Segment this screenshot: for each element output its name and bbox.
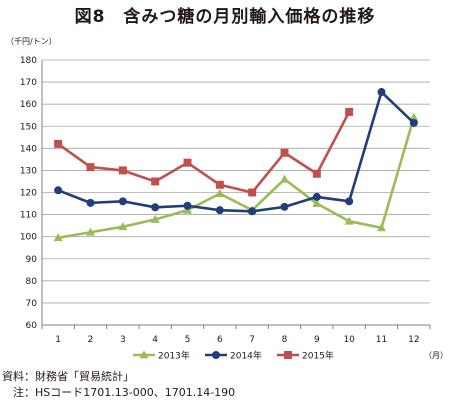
source-note: 資料：財務省「貿易統計」 注：HSコード1701.13-000、1701.14-…: [2, 369, 235, 401]
data-point: [85, 227, 96, 236]
x-axis-ticks: 1 2 3 4 5 6 7 8 9 10 11 12: [55, 335, 419, 345]
data-point: [183, 158, 192, 167]
data-point: [86, 163, 95, 172]
y-axis-unit-label: （千円/トン）: [6, 37, 57, 46]
legend-label: 2015年: [302, 350, 334, 362]
y-tick-label: 140: [20, 144, 37, 154]
data-point: [215, 180, 224, 189]
data-point: [118, 222, 128, 231]
y-tick-label: 180: [20, 56, 37, 66]
data-point: [312, 192, 321, 201]
legend-item: 2015年: [277, 350, 334, 362]
legend-item: 2013年: [133, 350, 190, 362]
data-point: [150, 214, 160, 223]
data-point: [86, 198, 95, 207]
x-tick-label: 9: [314, 335, 320, 345]
legend: 2013年 2014年 2015年: [133, 350, 334, 362]
series-line: [57, 90, 415, 213]
axes: [41, 60, 431, 329]
x-tick-label: 6: [217, 335, 223, 345]
y-tick-label: 160: [20, 100, 37, 110]
y-tick-label: 130: [20, 166, 37, 176]
data-point: [280, 148, 289, 157]
source-line: 資料：財務省「貿易統計」: [2, 370, 134, 383]
y-tick-label: 90: [26, 255, 38, 265]
x-tick-label: 12: [408, 335, 419, 345]
data-point: [279, 174, 290, 183]
data-point: [312, 198, 322, 207]
legend-marker: [139, 350, 149, 359]
x-tick-label: 2: [88, 335, 94, 345]
y-tick-label: 60: [26, 321, 38, 331]
chart-title: 図8 含みつ糖の月別輸入価格の推移: [74, 7, 376, 27]
x-tick-label: 8: [282, 335, 288, 345]
data-point: [54, 186, 63, 195]
legend-marker: [284, 351, 292, 359]
data-point: [312, 169, 321, 178]
y-tick-label: 70: [26, 299, 38, 309]
data-point: [151, 177, 160, 186]
grid-lines: [42, 59, 430, 304]
legend-label: 2013年: [158, 350, 190, 362]
data-point: [409, 112, 419, 121]
data-point: [344, 216, 354, 225]
y-tick-label: 100: [20, 233, 37, 243]
data-point: [215, 189, 225, 198]
legend-label: 2014年: [230, 350, 262, 362]
x-tick-label: 3: [120, 335, 126, 345]
y-tick-label: 150: [20, 122, 37, 132]
series-1: [53, 112, 419, 242]
legend-item: 2014年: [205, 350, 262, 362]
x-axis-unit-label: （月）: [424, 351, 448, 360]
data-point: [376, 223, 387, 232]
series-2: [54, 88, 418, 216]
data-point: [280, 202, 289, 211]
series-group: [53, 88, 419, 242]
x-tick-label: 11: [376, 335, 387, 345]
x-tick-label: 1: [55, 335, 61, 345]
data-point: [409, 118, 418, 127]
note-line: 注：HSコード1701.13-000、1701.14-190: [13, 386, 236, 399]
legend-marker: [212, 351, 220, 359]
y-axis-ticks: 60 70 80 90 100 110 120 130 140 150 160 170 180: [20, 56, 37, 331]
series-line: [57, 117, 416, 240]
data-point: [215, 206, 224, 215]
data-point: [54, 139, 63, 148]
data-point: [118, 166, 127, 175]
y-tick-label: 80: [26, 277, 38, 287]
x-tick-label: 5: [185, 335, 191, 345]
x-tick-label: 10: [343, 335, 355, 345]
data-point: [345, 197, 354, 206]
data-point: [377, 88, 386, 97]
data-point: [345, 107, 354, 116]
series-line: [57, 111, 351, 194]
y-tick-label: 170: [20, 78, 37, 88]
data-point: [248, 207, 257, 216]
series-3: [54, 107, 354, 197]
x-tick-label: 7: [249, 335, 255, 345]
data-point: [248, 188, 257, 197]
x-tick-label: 4: [152, 335, 158, 345]
data-point: [53, 233, 63, 242]
data-point: [151, 203, 160, 212]
y-tick-label: 110: [20, 211, 37, 221]
data-point: [183, 201, 192, 210]
y-tick-label: 120: [20, 189, 37, 199]
data-point: [118, 197, 127, 206]
